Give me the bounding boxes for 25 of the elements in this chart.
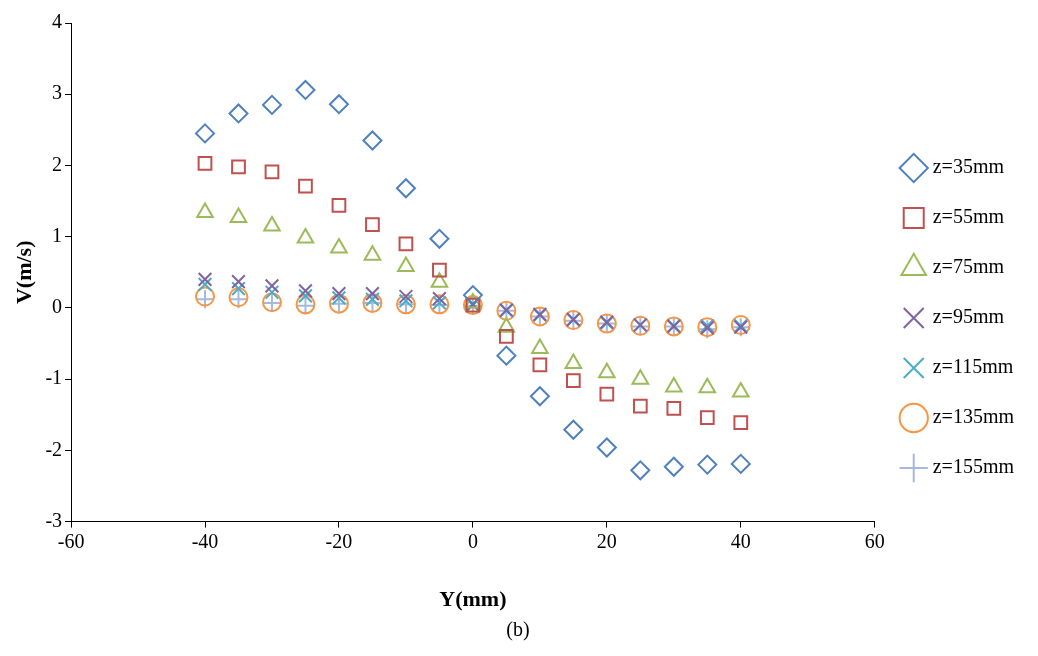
y-tick-label: -2 <box>45 437 63 460</box>
x-tick-label: 40 <box>730 529 751 552</box>
legend-label: z=75mm <box>932 255 1005 278</box>
legend-label: z=95mm <box>932 305 1005 328</box>
y-tick-label: 2 <box>52 152 63 175</box>
y-tick-label: -3 <box>45 508 63 531</box>
legend-label: z=155mm <box>932 455 1015 478</box>
text: (b) <box>505 618 531 641</box>
x-tick-label: -20 <box>325 529 353 552</box>
x-tick-label: 60 <box>864 529 885 552</box>
legend-label: z=55mm <box>932 205 1005 228</box>
y-tick-label: 1 <box>52 223 63 246</box>
y-tick-label: 4 <box>52 10 63 33</box>
x-tick-label: -60 <box>57 529 85 552</box>
legend-label: z=115mm <box>932 355 1014 378</box>
y-tick-label: -1 <box>45 366 63 389</box>
x-tick-label: -40 <box>191 529 219 552</box>
y-tick-label: 3 <box>52 81 63 104</box>
y-tick-label: 0 <box>52 295 63 318</box>
x-tick-label: 0 <box>467 529 478 552</box>
x-axis-title: Y(mm) <box>439 586 507 612</box>
legend-label: z=135mm <box>932 405 1015 428</box>
x-tick-label: 20 <box>596 529 617 552</box>
legend-label: z=35mm <box>932 155 1005 178</box>
y-axis-title: V(m/s) <box>10 240 36 305</box>
